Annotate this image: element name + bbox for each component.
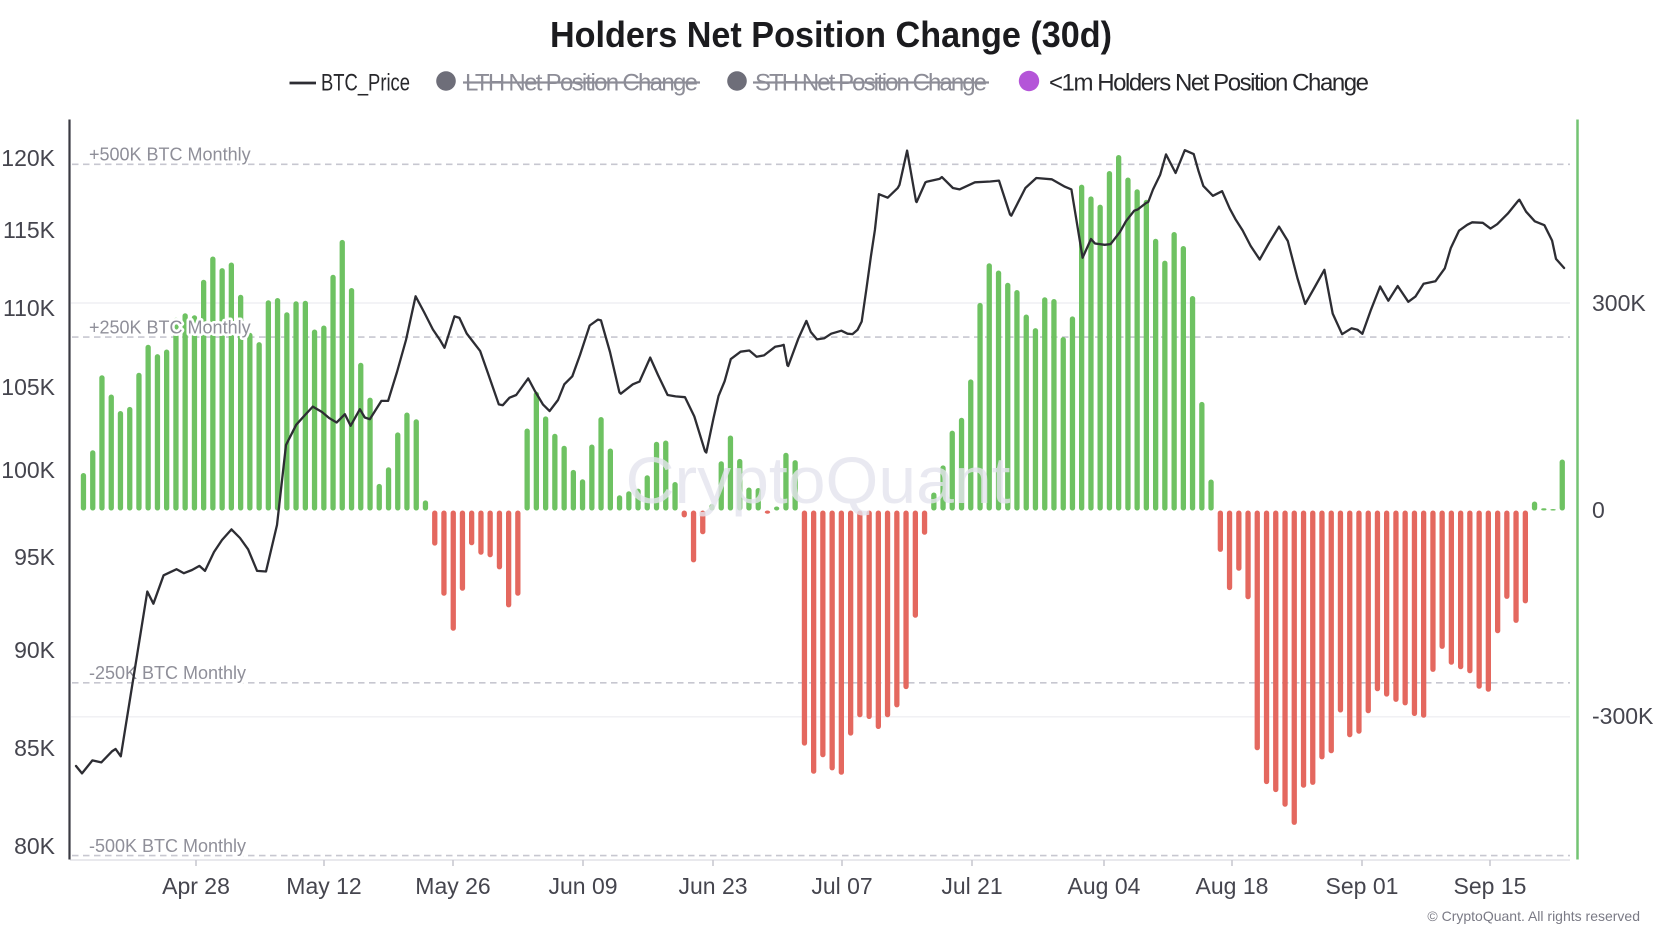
svg-text:300K: 300K: [1592, 290, 1646, 316]
svg-text:120K: 120K: [1, 145, 55, 171]
svg-text:115K: 115K: [3, 217, 56, 243]
svg-text:Sep 01: Sep 01: [1326, 873, 1399, 899]
svg-text:90K: 90K: [14, 637, 56, 663]
svg-text:80K: 80K: [14, 833, 56, 859]
svg-text:+250K BTC Monthly: +250K BTC Monthly: [89, 318, 251, 338]
svg-text:Jul 21: Jul 21: [941, 873, 1002, 899]
svg-text:110K: 110K: [3, 295, 56, 321]
svg-text:100K: 100K: [1, 457, 55, 483]
svg-text:BTC_Price: BTC_Price: [321, 70, 410, 97]
svg-text:Jun 23: Jun 23: [678, 873, 747, 899]
svg-text:© CryptoQuant. All rights rese: © CryptoQuant. All rights reserved: [1427, 908, 1640, 924]
svg-text:Aug 04: Aug 04: [1068, 873, 1141, 899]
svg-text:+500K BTC Monthly: +500K BTC Monthly: [89, 145, 251, 165]
svg-text:-250K BTC Monthly: -250K BTC Monthly: [89, 663, 246, 683]
svg-text:-300K: -300K: [1592, 703, 1654, 729]
svg-text:105K: 105K: [1, 374, 55, 400]
svg-text:Aug 18: Aug 18: [1196, 873, 1269, 899]
svg-text:Holders Net Position Change (3: Holders Net Position Change (30d): [550, 14, 1112, 55]
svg-text:-500K BTC Monthly: -500K BTC Monthly: [89, 836, 246, 856]
svg-text:0: 0: [1592, 497, 1605, 523]
svg-text:CryptoQuant: CryptoQuant: [626, 443, 1011, 517]
svg-text:<1m Holders Net Position Chang: <1m Holders Net Position Change: [1049, 70, 1369, 97]
svg-text:May 12: May 12: [286, 873, 361, 899]
svg-text:95K: 95K: [14, 544, 56, 570]
svg-text:Jun 09: Jun 09: [548, 873, 617, 899]
svg-text:May 26: May 26: [415, 873, 490, 899]
svg-text:Jul 07: Jul 07: [811, 873, 872, 899]
svg-text:85K: 85K: [14, 735, 56, 761]
svg-text:Apr 28: Apr 28: [162, 873, 230, 899]
svg-text:Sep 15: Sep 15: [1454, 873, 1527, 899]
